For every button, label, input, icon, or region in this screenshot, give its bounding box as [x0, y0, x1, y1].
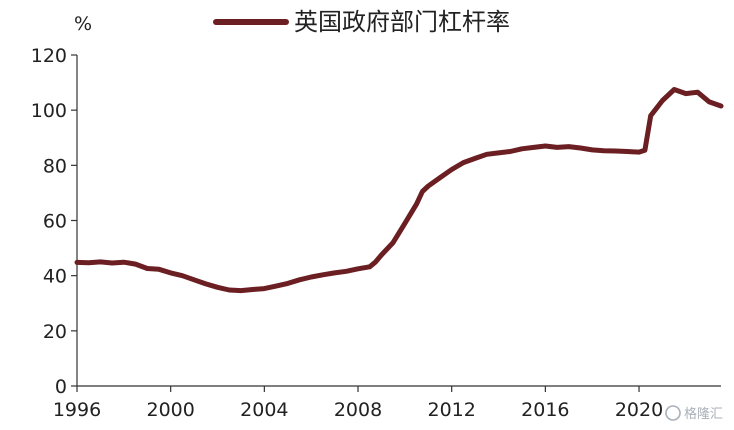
x-tick-label: 2008	[334, 399, 382, 421]
x-tick-label: 2016	[521, 399, 569, 421]
gelonghui-logo-icon	[665, 405, 681, 421]
watermark: 格隆汇	[665, 405, 723, 422]
x-tick-label: 2020	[615, 399, 663, 421]
y-tick-label: 40	[43, 266, 67, 288]
y-tick-label: 0	[55, 376, 67, 398]
x-tick-label: 2000	[146, 399, 194, 421]
y-tick-label: 100	[31, 100, 67, 122]
legend-label: 英国政府部门杠杆率	[294, 8, 510, 36]
x-tick-labels: 1996 2000 2004 2008 2012 2016 2020	[53, 386, 663, 421]
legend: 英国政府部门杠杆率	[213, 8, 510, 36]
y-tick-labels: 0 20 40 60 80 100 120	[31, 45, 77, 398]
y-tick-label: 20	[43, 321, 67, 343]
y-tick-label: 60	[43, 211, 67, 233]
x-tick-label: 1996	[53, 399, 101, 421]
y-tick-label: 120	[31, 45, 67, 67]
y-tick-label: 80	[43, 155, 67, 177]
x-tick-label: 2004	[240, 399, 288, 421]
axes	[76, 55, 721, 387]
watermark-text: 格隆汇	[684, 406, 723, 422]
x-tick-label: 2012	[428, 399, 476, 421]
y-axis-unit-label: %	[74, 13, 92, 35]
series-line	[74, 87, 724, 294]
